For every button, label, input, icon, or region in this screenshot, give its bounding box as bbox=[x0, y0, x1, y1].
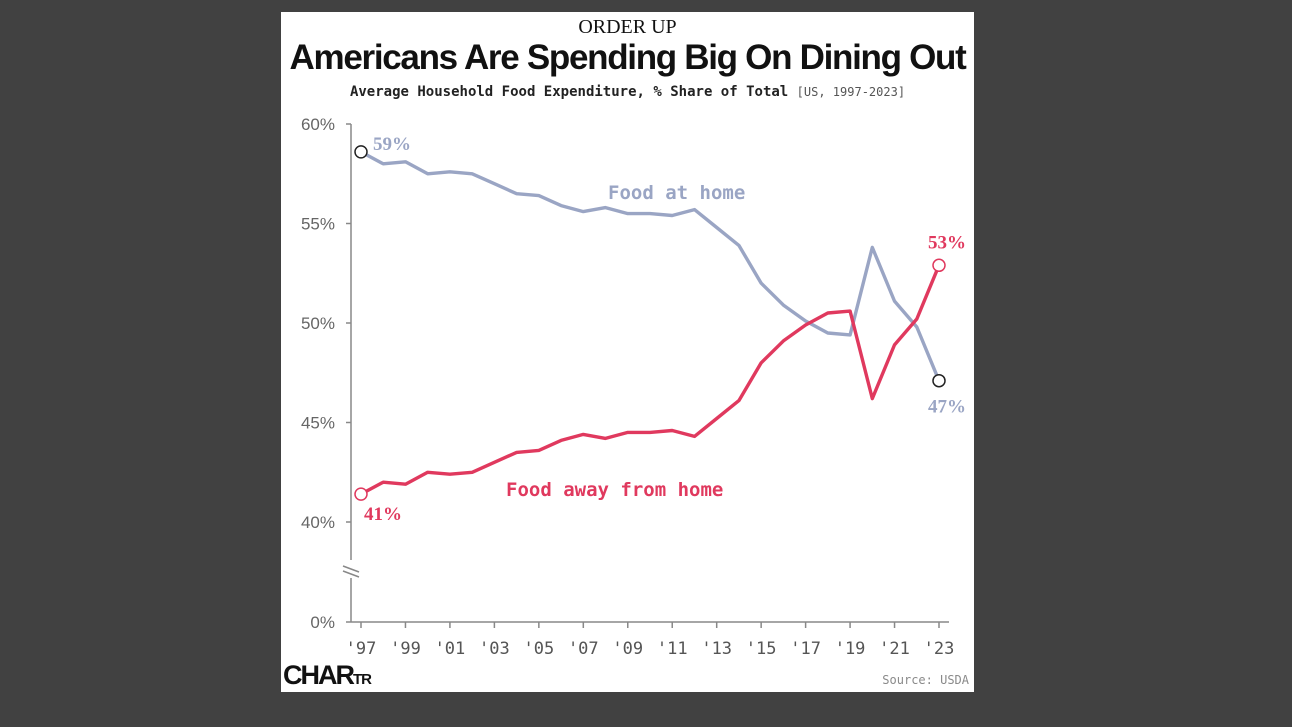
y-tick-label: 40% bbox=[301, 513, 335, 532]
food-at-home-end-point bbox=[932, 373, 946, 388]
logo-tail: TR bbox=[353, 671, 372, 688]
chart-subtitle: Average Household Food Expenditure, % Sh… bbox=[281, 84, 974, 100]
food-away-start-label: 41% bbox=[364, 504, 402, 525]
y-tick-label: 60% bbox=[301, 115, 335, 134]
logo-main: CHAR bbox=[283, 660, 355, 690]
x-tick-label: '99 bbox=[390, 639, 421, 659]
chart-kicker: ORDER UP bbox=[578, 16, 677, 38]
food-away-start-point bbox=[354, 487, 368, 501]
line-chart: 0% 40% 45% 50% 55% 60% '97 '99 '01 '03 '05 '07 '09 '1… bbox=[301, 115, 966, 659]
y-tick-label: 0% bbox=[310, 613, 335, 632]
x-tick-label: '07 bbox=[568, 639, 599, 659]
series-line-food-away-from-home bbox=[359, 263, 941, 496]
x-tick-label: '11 bbox=[657, 639, 688, 659]
food-away-end-label: 53% bbox=[928, 232, 966, 253]
chart-subtitle-main: Average Household Food Expenditure, % Sh… bbox=[349, 84, 789, 100]
chart-card: ORDER UP Americans Are Spending Big On D… bbox=[281, 12, 974, 692]
y-tick-label: 55% bbox=[301, 215, 335, 234]
axis-break-mark-2 bbox=[342, 570, 360, 578]
x-tick-label: '21 bbox=[879, 639, 910, 659]
food-at-home-series-label: Food at home bbox=[608, 182, 745, 204]
food-at-home-start-point bbox=[354, 145, 368, 159]
x-tick-label: '13 bbox=[701, 639, 732, 659]
x-tick-label: '03 bbox=[479, 639, 510, 659]
x-tick-label: '19 bbox=[835, 639, 866, 659]
food-at-home-end-label: 47% bbox=[928, 397, 966, 418]
x-tick-label: '15 bbox=[746, 639, 777, 659]
chart-title: Americans Are Spending Big On Dining Out bbox=[289, 38, 967, 77]
food-away-end-point bbox=[932, 258, 946, 273]
chart-subtitle-range: [US, 1997-2023] bbox=[796, 85, 906, 99]
x-tick-label: '09 bbox=[612, 639, 643, 659]
food-away-series-label: Food away from home bbox=[506, 479, 723, 501]
y-tick-label: 50% bbox=[301, 314, 335, 333]
source-note: Source: USDA bbox=[882, 673, 969, 687]
x-tick-label: '17 bbox=[790, 639, 821, 659]
x-tick-label: '01 bbox=[435, 639, 466, 659]
x-tick-label: '97 bbox=[346, 639, 377, 659]
x-tick-label: '05 bbox=[523, 639, 554, 659]
food-at-home-start-label: 59% bbox=[373, 134, 411, 155]
y-tick-label: 45% bbox=[301, 414, 335, 433]
axis-break-mark-1 bbox=[342, 565, 360, 573]
x-tick-label: '23 bbox=[924, 639, 955, 659]
series-line-food-at-home bbox=[359, 150, 941, 383]
chartr-logo: CHARTR bbox=[283, 660, 372, 691]
